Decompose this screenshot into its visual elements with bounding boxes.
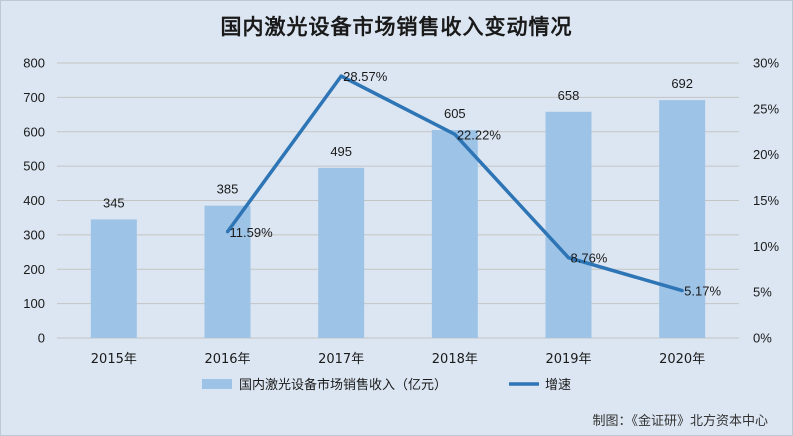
legend-label-bar: 国内激光设备市场销售收入（亿元）: [239, 377, 447, 393]
x-tick-label: 2016年: [204, 352, 250, 367]
source-note: 制图：《金证研》北方资本中心: [592, 414, 768, 429]
bar-value-label: 385: [217, 182, 239, 197]
y-left-tick-label: 600: [23, 124, 45, 139]
y-right-tick-label: 30%: [753, 56, 779, 71]
y-right-tick-label: 15%: [753, 193, 779, 208]
y-left-tick-label: 100: [23, 296, 45, 311]
y-left-tick-label: 200: [23, 262, 45, 277]
y-left-tick-label: 700: [23, 90, 45, 105]
growth-point: [453, 132, 457, 136]
growth-value-label: 5.17%: [684, 284, 721, 299]
bar: [204, 205, 251, 338]
y-left-tick-label: 800: [23, 56, 45, 71]
legend-label-line: 增速: [545, 378, 571, 393]
y-right-tick-label: 0%: [753, 331, 772, 346]
y-left-tick-label: 500: [23, 159, 45, 174]
x-tick-label: 2019年: [545, 352, 591, 367]
bar-value-label: 605: [444, 106, 466, 121]
x-tick-label: 2020年: [659, 352, 705, 367]
x-tick-label: 2017年: [318, 352, 364, 367]
growth-value-label: 8.76%: [571, 251, 608, 266]
bar-value-label: 658: [558, 88, 580, 103]
bar: [431, 130, 478, 338]
y-left-tick-label: 400: [23, 193, 45, 208]
growth-point: [680, 289, 684, 293]
bar-value-label: 692: [671, 76, 693, 91]
chart-title: 国内激光设备市场销售收入变动情况: [220, 15, 573, 39]
bar: [659, 100, 706, 338]
bar-value-label: 495: [330, 144, 352, 159]
growth-value-label: 28.57%: [343, 69, 388, 84]
growth-value-label: 22.22%: [457, 127, 502, 142]
y-right-tick-label: 25%: [753, 101, 779, 116]
y-left-tick-label: 0: [38, 331, 45, 346]
y-right-tick-label: 20%: [753, 147, 779, 162]
x-tick-label: 2015年: [91, 352, 137, 367]
growth-point: [225, 230, 230, 234]
y-left-tick-label: 300: [23, 227, 45, 242]
bar: [318, 167, 365, 338]
bar: [545, 111, 592, 338]
bar: [90, 219, 137, 338]
growth-point: [566, 256, 571, 260]
growth-point: [339, 74, 343, 78]
x-tick-label: 2018年: [432, 352, 478, 367]
y-right-tick-label: 5%: [753, 285, 772, 300]
legend-swatch-bar: [202, 379, 232, 389]
y-right-tick-label: 10%: [753, 239, 779, 254]
bar-value-label: 345: [103, 195, 125, 210]
growth-value-label: 11.59%: [230, 225, 274, 240]
